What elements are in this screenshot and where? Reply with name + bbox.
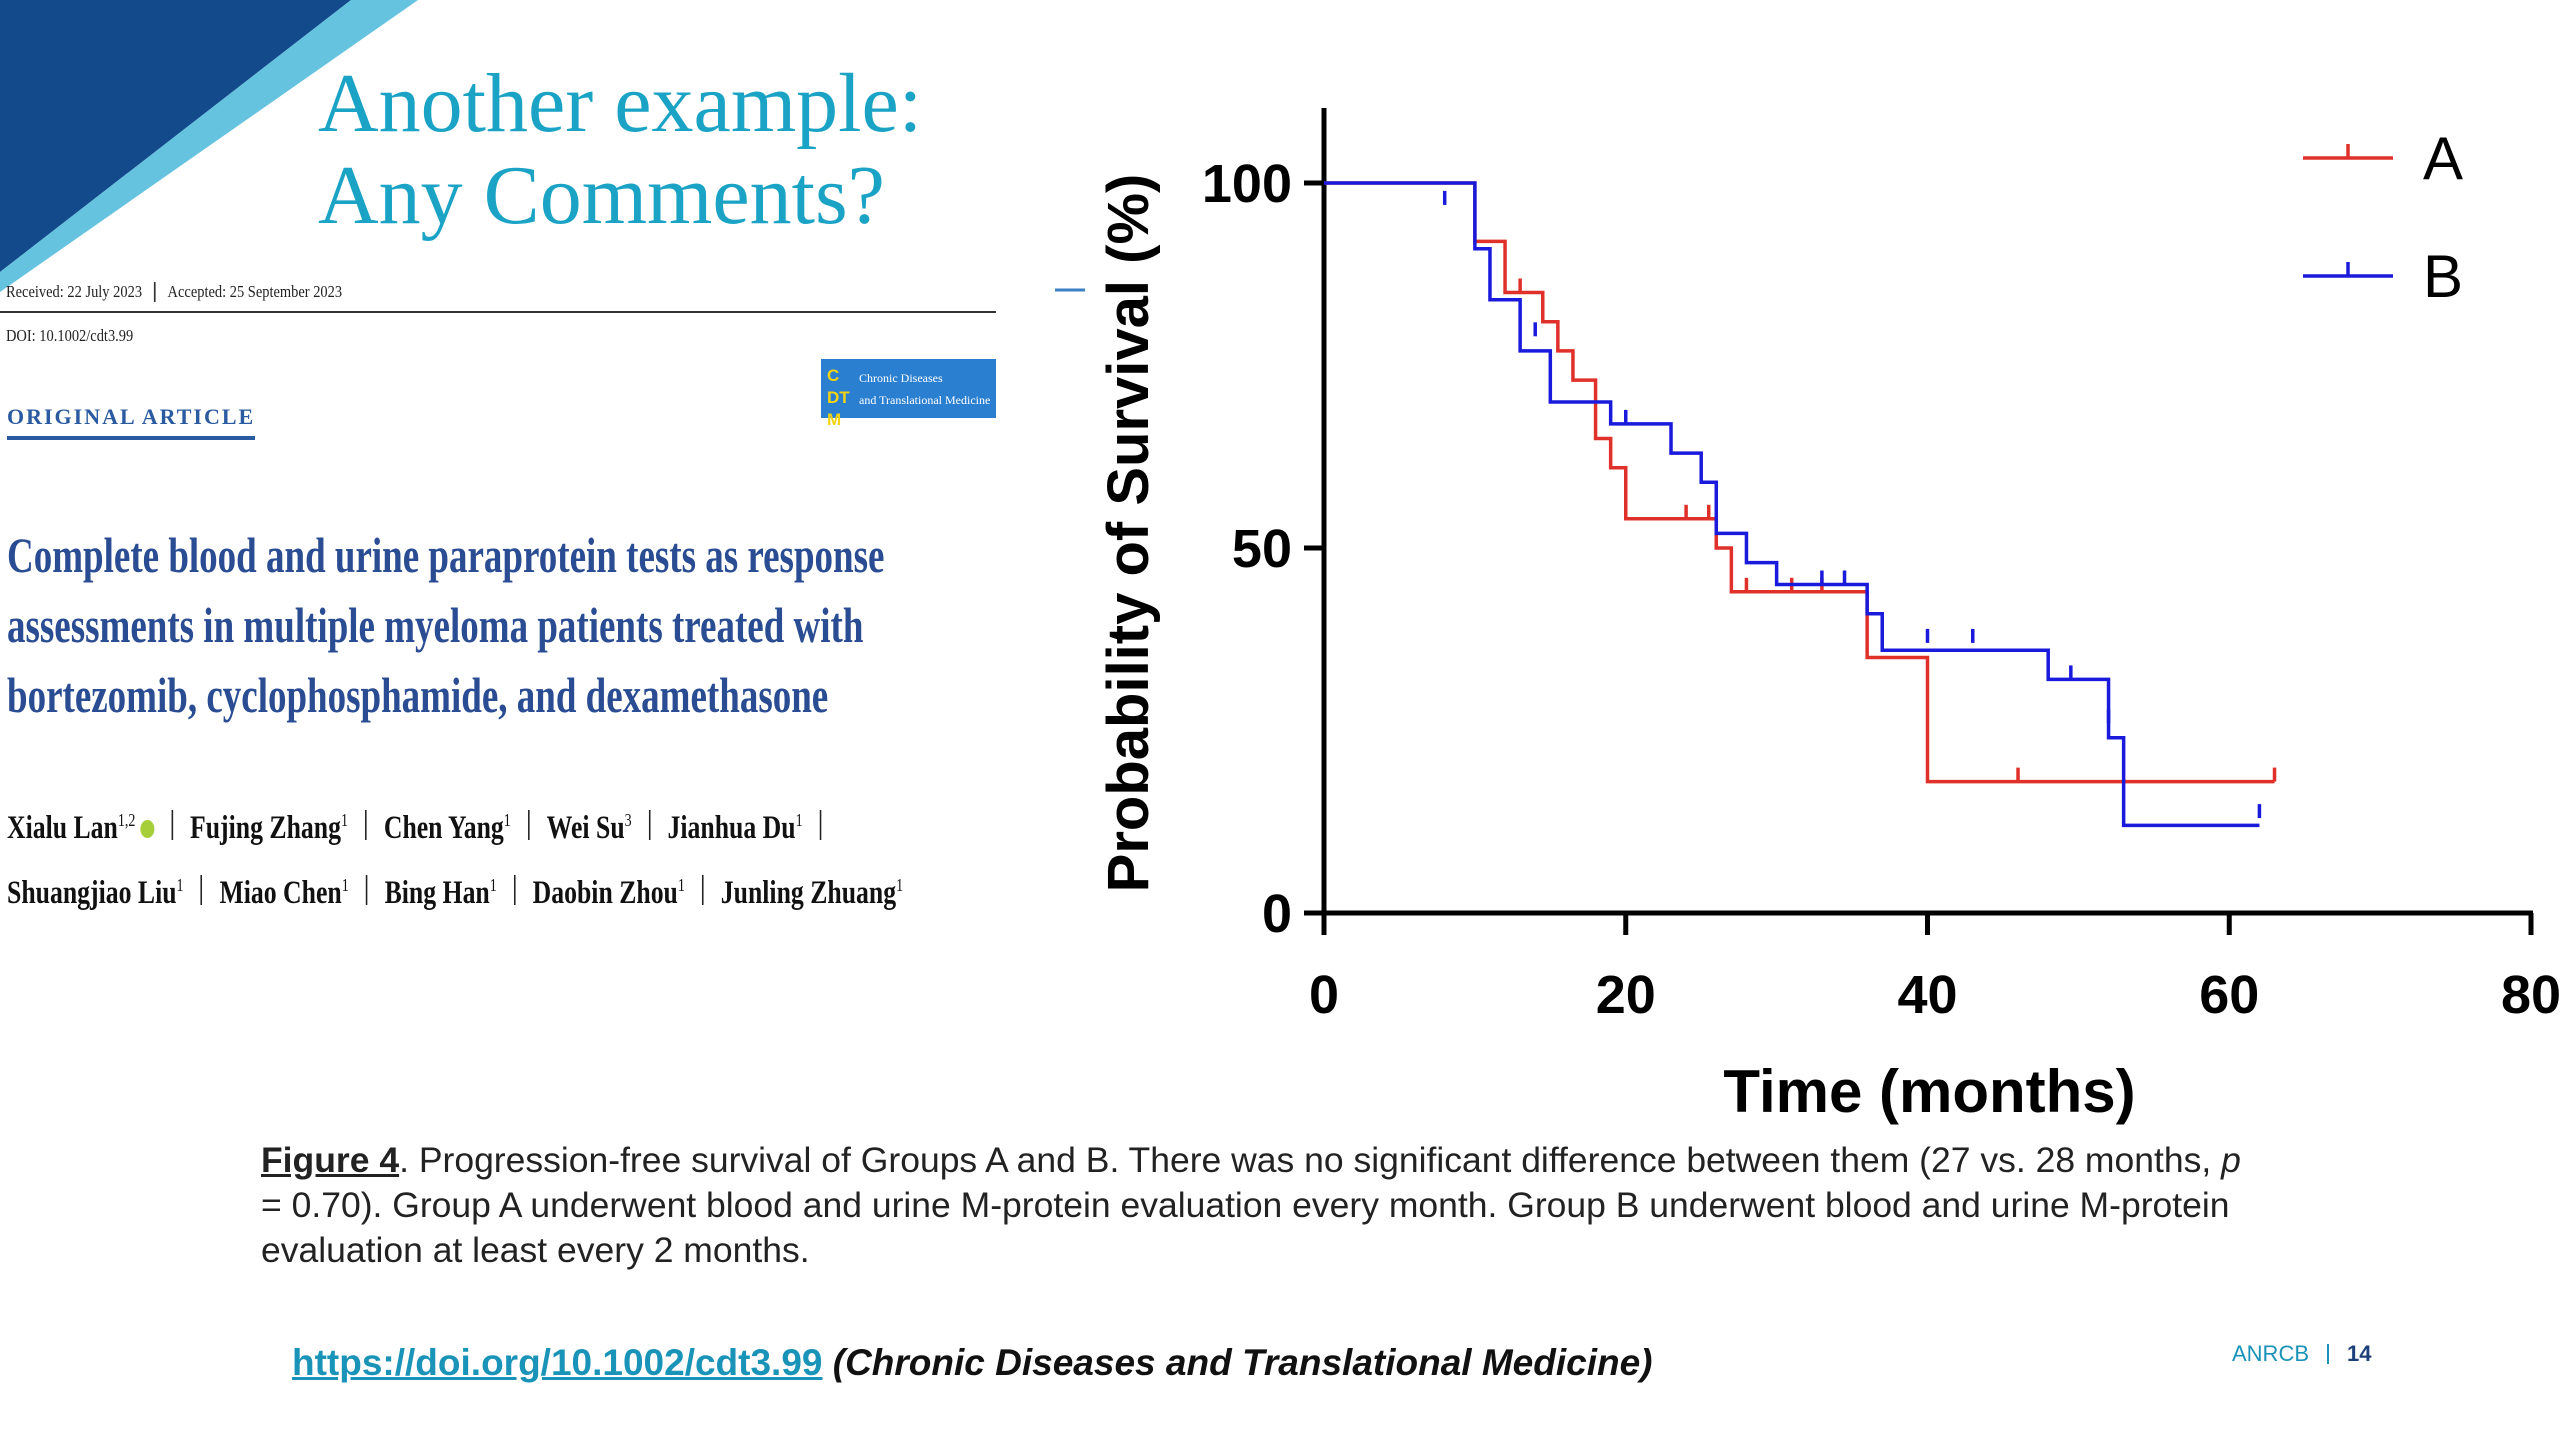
affiliation: 1 bbox=[677, 875, 685, 895]
logo-text: Chronic Diseases and Translational Medic… bbox=[859, 367, 990, 411]
page-number: 14 bbox=[2347, 1341, 2372, 1366]
journal-logo: CDTM Chronic Diseases and Translational … bbox=[821, 359, 996, 429]
author: Chen Yang1 bbox=[384, 792, 511, 857]
slide-title: Another example: Any Comments? bbox=[318, 58, 922, 242]
paper-title-line: bortezomib, cyclophosphamide, and dexame… bbox=[7, 667, 829, 723]
corner-light bbox=[0, 0, 418, 292]
journal-name: (Chronic Diseases and Translational Medi… bbox=[832, 1342, 1653, 1383]
author-name: Junling Zhuang bbox=[720, 875, 897, 911]
author-name: Shuangjiao Liu bbox=[7, 875, 177, 911]
author-name: Wei Su bbox=[546, 810, 625, 846]
author: Junling Zhuang1 bbox=[721, 857, 903, 922]
dates: Received: 22 July 2023 Accepted: 25 Sept… bbox=[6, 282, 342, 302]
paper-title: Complete blood and urine paraprotein tes… bbox=[7, 520, 884, 730]
author-line: Shuangjiao Liu1 Miao Chen1 Bing Han1 Daobin… bbox=[7, 857, 903, 922]
affiliation: 1 bbox=[489, 875, 497, 895]
author: Daobin Zhou1 bbox=[533, 857, 685, 922]
author: Bing Han1 bbox=[385, 857, 497, 922]
author-name: Daobin Zhou bbox=[532, 875, 678, 911]
affiliation: 1 bbox=[503, 810, 511, 830]
affiliation: 1 bbox=[341, 875, 349, 895]
x-tick-label: 40 bbox=[1897, 965, 1957, 1025]
separator bbox=[513, 874, 516, 905]
author-line: Xialu Lan1,2 Fujing Zhang1 Chen Yang1 Wei S… bbox=[7, 792, 903, 857]
author-name: Chen Yang bbox=[383, 810, 504, 846]
separator bbox=[819, 809, 822, 840]
affiliation: 3 bbox=[624, 810, 632, 830]
x-tick-label: 0 bbox=[1309, 965, 1339, 1025]
separator bbox=[200, 874, 203, 905]
reference: https://doi.org/10.1002/cdt3.99 (Chronic… bbox=[292, 1342, 1652, 1384]
separator bbox=[702, 874, 704, 905]
survival-line bbox=[1324, 181, 2260, 828]
x-tick-label: 60 bbox=[2199, 965, 2259, 1025]
doi: DOI: 10.1002/cdt3.99 bbox=[6, 326, 134, 345]
affiliation: 1 bbox=[795, 810, 803, 830]
received: Received: 22 July 2023 bbox=[6, 282, 143, 301]
x-tick-label: 80 bbox=[2501, 965, 2560, 1025]
author: Fujing Zhang1 bbox=[190, 792, 348, 857]
caption-text: = 0.70). Group A underwent blood and uri… bbox=[261, 1185, 2230, 1270]
author: Miao Chen1 bbox=[219, 857, 348, 922]
footer-org: ANRCB bbox=[2232, 1341, 2310, 1366]
affiliation: 1 bbox=[176, 875, 184, 895]
separator bbox=[2327, 1344, 2330, 1364]
affiliation: 1 bbox=[896, 875, 904, 895]
authors: Xialu Lan1,2 Fujing Zhang1 Chen Yang1 Wei S… bbox=[7, 792, 903, 922]
title-line: Any Comments? bbox=[318, 149, 885, 242]
footer: ANRCB 14 bbox=[2232, 1341, 2372, 1367]
caption-label: Figure 4 bbox=[261, 1140, 400, 1180]
legend-label: B bbox=[2423, 243, 2463, 310]
author-name: Miao Chen bbox=[219, 875, 342, 911]
separator bbox=[365, 809, 367, 840]
affiliation: 1 bbox=[340, 810, 348, 830]
separator bbox=[365, 874, 368, 905]
caption-p: p bbox=[2221, 1140, 2241, 1180]
x-tick-label: 20 bbox=[1596, 965, 1656, 1025]
separator bbox=[648, 809, 651, 840]
y-tick-label: 0 bbox=[1262, 884, 1292, 944]
separator bbox=[527, 809, 530, 840]
author: Shuangjiao Liu1 bbox=[7, 857, 184, 922]
author-name: Fujing Zhang bbox=[190, 810, 341, 846]
paper-title-line: Complete blood and urine paraprotein tes… bbox=[7, 527, 885, 583]
y-tick-label: 100 bbox=[1202, 154, 1292, 214]
legend-label: A bbox=[2423, 125, 2463, 192]
author-name: Jianhua Du bbox=[667, 810, 796, 846]
caption-text: . Progression-free survival of Groups A … bbox=[399, 1140, 2222, 1180]
y-tick-label: 50 bbox=[1232, 519, 1292, 579]
author: Jianhua Du1 bbox=[668, 792, 803, 857]
separator bbox=[153, 282, 156, 302]
logo-mark: CDTM bbox=[827, 366, 850, 429]
figure-caption: Figure 4. Progression-free survival of G… bbox=[261, 1138, 2271, 1273]
author-name: Xialu Lan bbox=[7, 810, 118, 846]
logo-line: Chronic Diseases bbox=[859, 371, 943, 385]
author: Xialu Lan1,2 bbox=[7, 792, 155, 857]
orcid-icon bbox=[140, 820, 155, 838]
section-label: ORIGINAL ARTICLE bbox=[7, 404, 256, 440]
x-axis-title: Time (months) bbox=[1723, 1058, 2135, 1125]
paper-title-line: assessments in multiple myeloma patients… bbox=[7, 597, 864, 653]
separator bbox=[171, 809, 173, 840]
title-line: Another example: bbox=[318, 57, 923, 150]
survival-line bbox=[1324, 181, 2275, 784]
logo-line: and Translational Medicine bbox=[859, 393, 991, 407]
y-axis-title: Probability of Survival (%) bbox=[1096, 174, 1161, 893]
accepted: Accepted: 25 September 2023 bbox=[167, 282, 343, 301]
author-name: Bing Han bbox=[384, 875, 490, 911]
affiliation: 1,2 bbox=[117, 810, 136, 830]
chart: 0 50 100 0 20 40 60 80 Time (months) Probability … bbox=[1096, 108, 2560, 1125]
author: Wei Su3 bbox=[547, 792, 632, 857]
doi-link[interactable]: https://doi.org/10.1002/cdt3.99 bbox=[292, 1342, 823, 1383]
